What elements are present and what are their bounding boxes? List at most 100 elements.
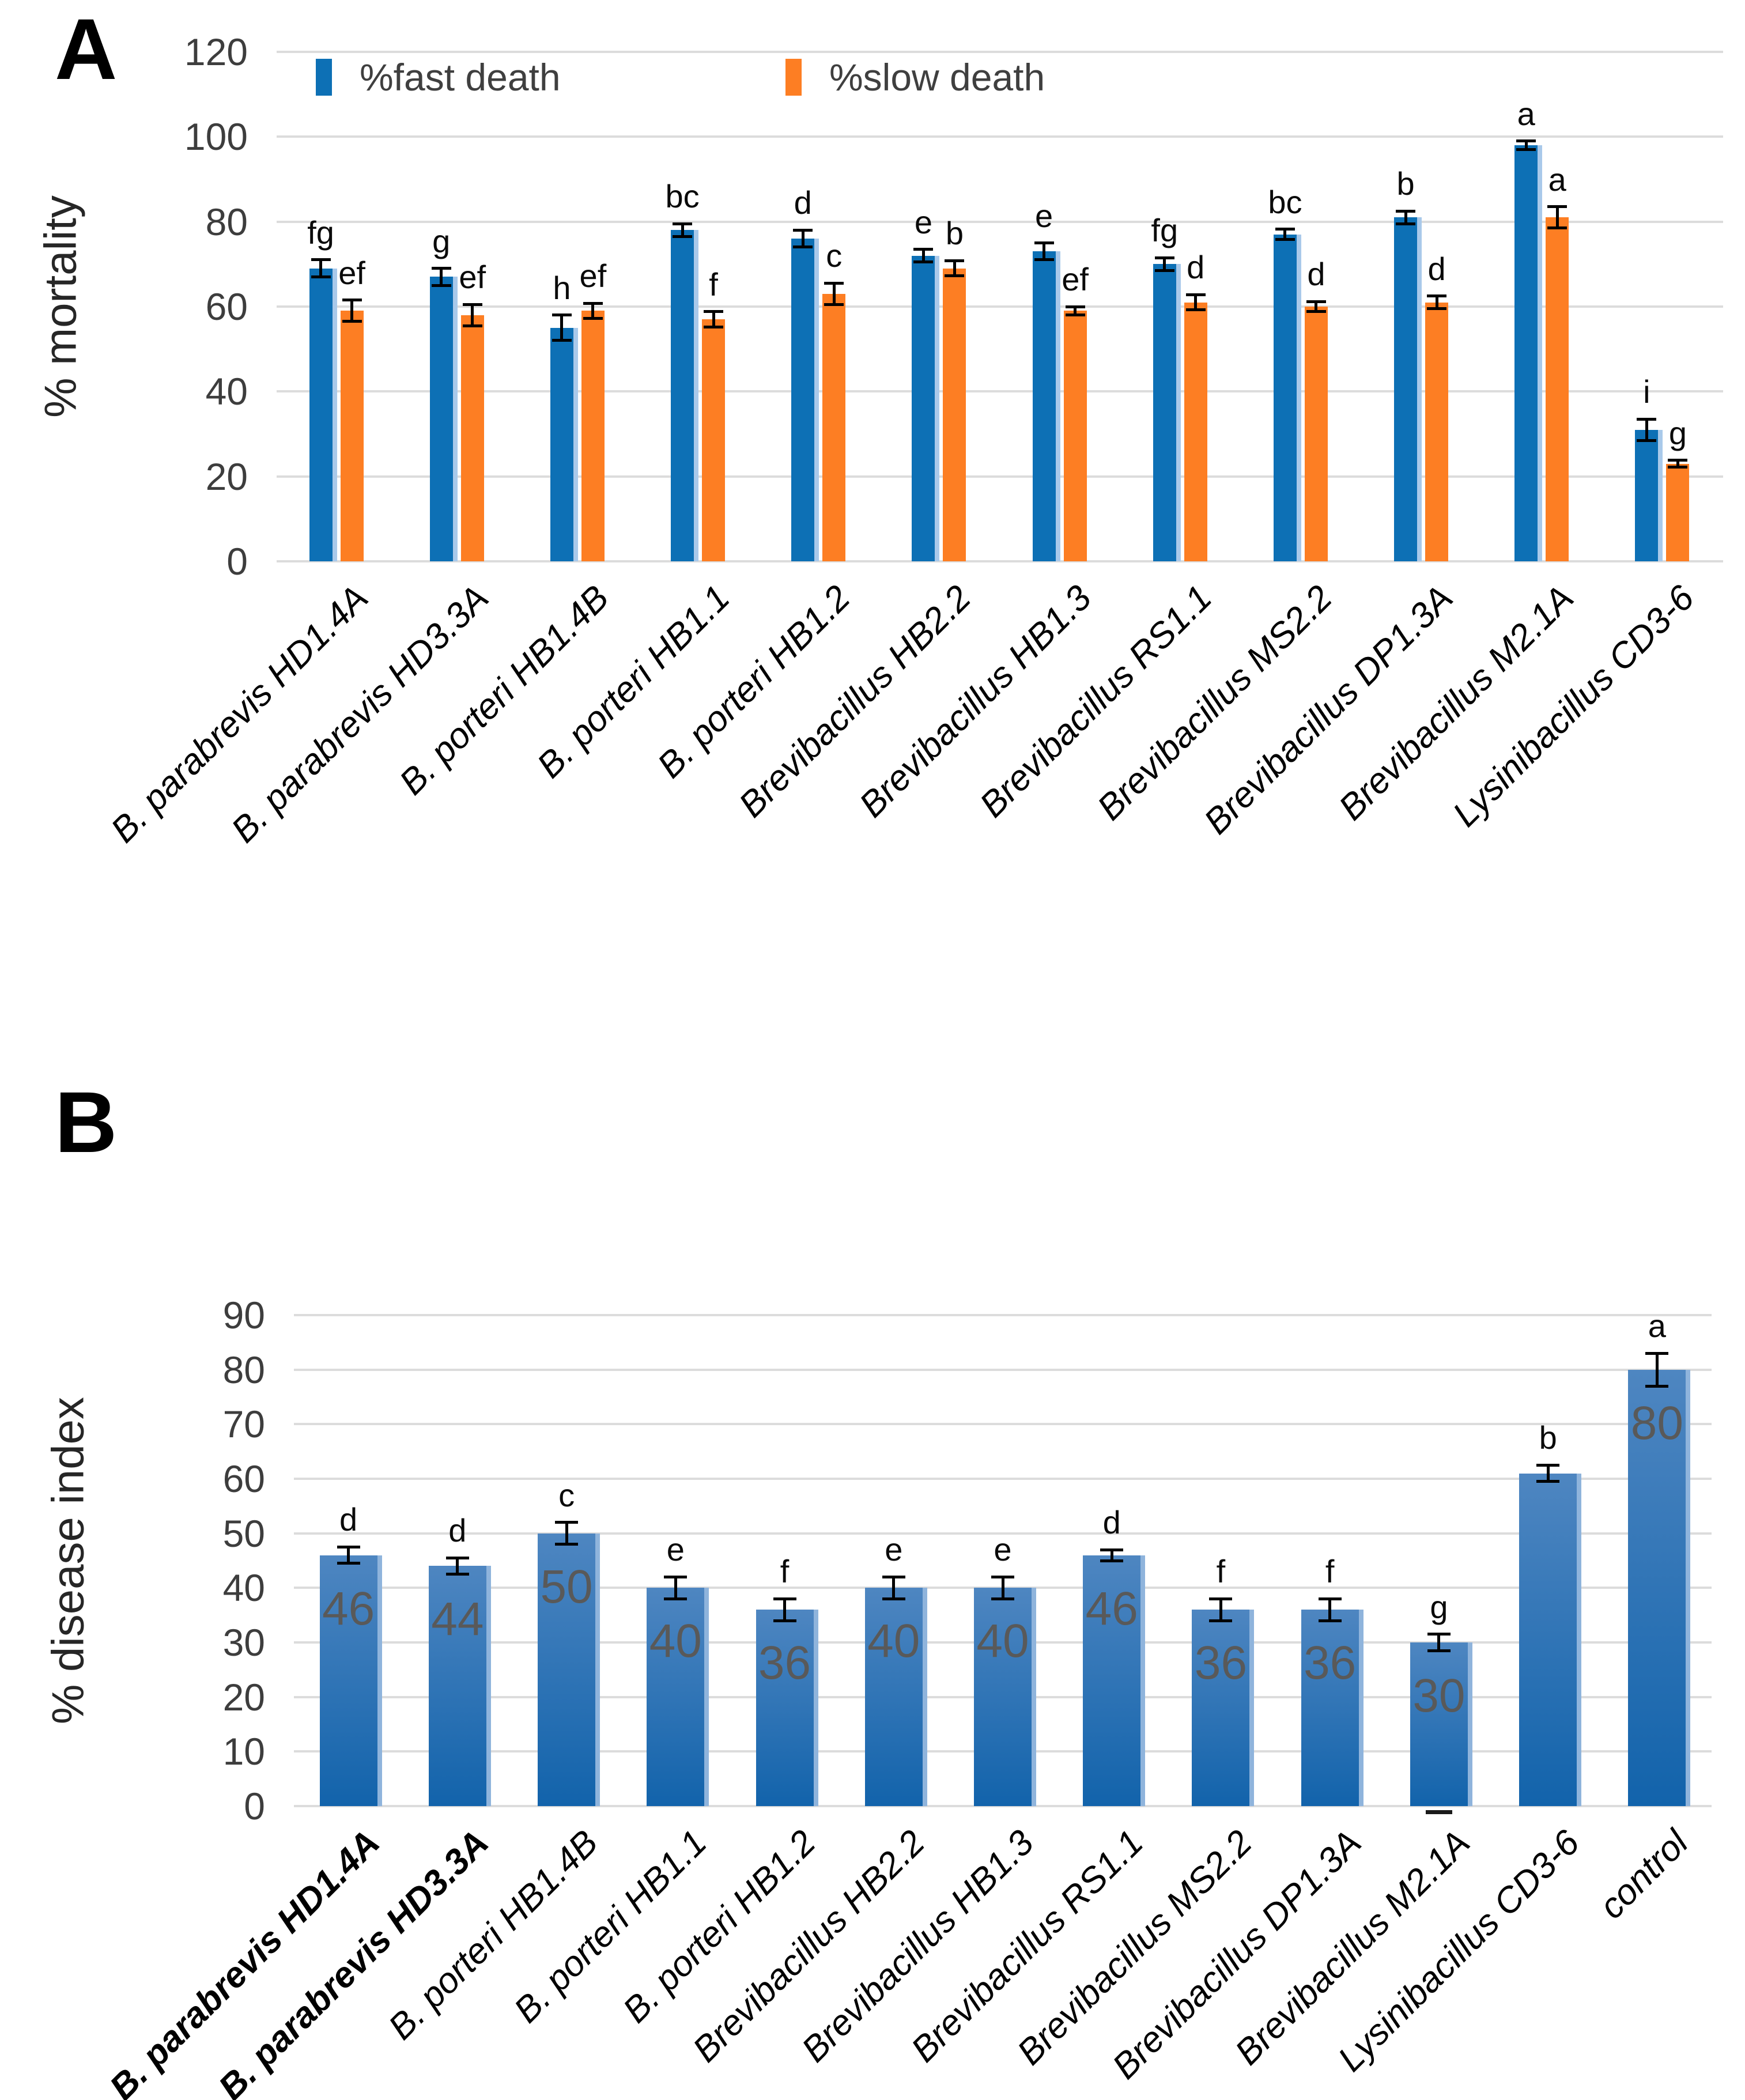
error-bar-cap-bottom xyxy=(462,324,482,327)
bar-disease-index xyxy=(1410,1642,1472,1806)
bar-edge-highlight xyxy=(922,1588,927,1806)
significance-letter: b xyxy=(945,215,964,252)
bar-edge-highlight xyxy=(1140,1555,1146,1806)
error-bar-cap-bottom xyxy=(1275,238,1295,241)
error-bar-cap-bottom xyxy=(1516,148,1536,151)
error-bar-cap-bottom xyxy=(1668,465,1688,469)
legend-item: %fast death xyxy=(316,55,561,99)
bar-edge-highlight xyxy=(1358,1610,1363,1806)
bar-fast-death xyxy=(1032,251,1060,561)
error-bar-cap-top xyxy=(1100,1548,1124,1551)
error-bar xyxy=(1555,206,1559,228)
gridline xyxy=(277,135,1723,138)
error-bar-cap-bottom xyxy=(793,245,813,249)
error-bar xyxy=(1315,301,1318,312)
significance-letter: e xyxy=(994,1531,1012,1568)
bar-edge-highlight xyxy=(595,1533,600,1806)
significance-letter: a xyxy=(1548,161,1566,198)
error-bar xyxy=(1437,1634,1441,1651)
legend-swatch-fast-death xyxy=(316,59,332,96)
error-bar xyxy=(1219,1599,1222,1621)
error-bar xyxy=(350,300,354,322)
bar-fast-death xyxy=(429,277,458,561)
significance-letter: c xyxy=(558,1476,575,1513)
bar-disease-index xyxy=(974,1588,1036,1806)
panel-a-y-axis-title: % mortality xyxy=(35,195,86,418)
bar-value-label: 36 xyxy=(1304,1637,1357,1690)
gridline xyxy=(294,1423,1712,1426)
error-bar-cap-bottom xyxy=(773,1619,796,1622)
significance-letter: d xyxy=(1427,250,1446,287)
bar-fast-death xyxy=(309,268,337,561)
bar-disease-index xyxy=(756,1610,818,1806)
error-bar xyxy=(471,304,474,326)
y-axis-tick-label: 70 xyxy=(222,1403,265,1446)
error-bar-cap-top xyxy=(673,222,693,225)
error-bar-cap-top xyxy=(1034,241,1054,244)
error-bar xyxy=(347,1547,350,1563)
error-bar-cap-top xyxy=(583,301,603,305)
bar-slow-death xyxy=(340,311,364,561)
error-bar-cap-bottom xyxy=(824,303,844,306)
significance-letter: fg xyxy=(307,214,334,251)
bar-disease-index xyxy=(1192,1610,1255,1806)
y-axis-tick-label: 40 xyxy=(222,1566,265,1610)
x-category-label: Brevibacillus M2.1A xyxy=(1331,577,1581,828)
error-bar xyxy=(1001,1577,1004,1599)
significance-letter: g xyxy=(432,222,451,259)
error-bar-cap-top xyxy=(1427,294,1447,298)
error-bar xyxy=(565,1522,568,1544)
bar-value-label: 36 xyxy=(758,1637,811,1690)
gridline xyxy=(277,560,1723,562)
error-bar-cap-top xyxy=(913,248,934,251)
error-bar-cap-bottom xyxy=(1427,307,1447,311)
bar-slow-death xyxy=(460,315,484,561)
significance-letter: g xyxy=(1668,414,1687,451)
error-bar-cap-top xyxy=(704,310,724,314)
x-category-label: B. porteri HB1.1 xyxy=(507,1822,715,2031)
y-axis-tick-label: 30 xyxy=(222,1621,265,1664)
error-bar xyxy=(560,315,564,341)
legend-label: %slow death xyxy=(829,56,1045,99)
error-bar-cap-bottom xyxy=(1536,1480,1560,1483)
significance-letter: i xyxy=(1643,373,1650,410)
error-bar xyxy=(783,1599,787,1621)
bar-edge-highlight xyxy=(1686,1369,1691,1806)
error-bar xyxy=(1404,211,1407,224)
error-bar-cap-top xyxy=(552,314,572,317)
error-bar-cap-top xyxy=(1306,300,1326,303)
y-axis-tick-label: 80 xyxy=(222,1348,265,1391)
legend-swatch-slow-death xyxy=(785,59,802,96)
error-bar xyxy=(1110,1550,1113,1561)
error-bar-cap-top xyxy=(793,228,813,232)
significance-letter: f xyxy=(1216,1553,1226,1590)
significance-letter: f xyxy=(1325,1553,1335,1590)
error-bar-cap-top xyxy=(991,1575,1014,1578)
significance-letter: e xyxy=(885,1531,903,1568)
bar-slow-death xyxy=(702,319,726,561)
error-bar-cap-bottom xyxy=(1100,1559,1124,1562)
bar-edge-highlight xyxy=(1032,1588,1036,1806)
significance-letter: a xyxy=(1517,95,1535,132)
error-bar xyxy=(1163,258,1166,271)
bar-slow-death xyxy=(943,268,966,561)
bar-fast-death xyxy=(791,239,819,561)
legend-item: %slow death xyxy=(785,55,1045,99)
error-bar-cap-bottom xyxy=(1645,1384,1669,1388)
error-bar xyxy=(1435,296,1438,309)
panel-b-label: B xyxy=(55,1074,118,1170)
error-bar-cap-bottom xyxy=(704,325,724,328)
error-bar-cap-top xyxy=(1209,1597,1233,1600)
panel-b-y-axis-title: % disease index xyxy=(42,1396,93,1725)
significance-letter: ef xyxy=(579,258,607,294)
legend-label: %fast death xyxy=(360,56,561,99)
gridline xyxy=(294,1532,1712,1535)
error-bar-cap-top xyxy=(445,1556,469,1559)
error-bar xyxy=(674,1577,677,1599)
error-bar-cap-top xyxy=(824,281,844,285)
error-bar xyxy=(1194,294,1198,310)
bar-disease-index xyxy=(319,1555,382,1806)
x-category-label: Brevibacillus MS2.2 xyxy=(1090,577,1340,828)
bar-value-label: 40 xyxy=(649,1615,702,1668)
error-bar-cap-top xyxy=(1154,256,1174,259)
